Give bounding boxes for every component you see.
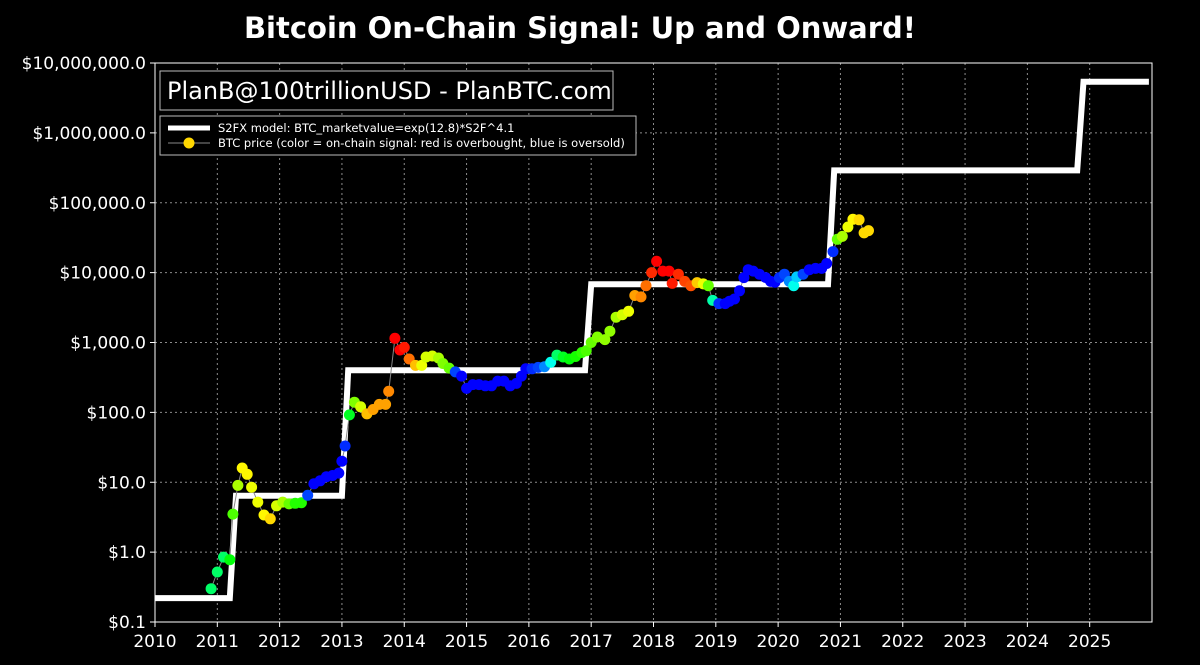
y-tick-label: $1.0 <box>108 543 146 563</box>
y-tick-label: $1,000,000.0 <box>32 124 146 144</box>
btc-price-point <box>853 214 865 226</box>
btc-price-point <box>821 258 833 269</box>
btc-price-point <box>827 246 839 258</box>
btc-price-point <box>339 440 351 452</box>
x-tick-label: 2014 <box>383 632 426 652</box>
btc-price-point <box>232 479 244 491</box>
btc-price-point <box>241 468 253 480</box>
btc-price-point <box>355 401 367 413</box>
btc-price-point <box>336 455 348 467</box>
btc-price-point <box>646 267 658 279</box>
btc-price-point <box>663 265 675 277</box>
tick-layer: 2010 2011 2012 2013 2014 2015 2016 2017 2018 2019… <box>22 54 1112 652</box>
btc-price-point <box>246 481 258 493</box>
btc-price-point <box>205 583 217 595</box>
x-tick-label: 2010 <box>133 632 176 652</box>
btc-price-point <box>599 334 611 346</box>
btc-price-point <box>264 513 276 525</box>
btc-price-point <box>580 345 592 357</box>
x-tick-label: 2020 <box>756 632 799 652</box>
btc-price-point <box>295 497 307 509</box>
btc-price-point <box>211 566 223 578</box>
btc-price-point <box>604 325 616 337</box>
btc-price-point <box>398 341 410 353</box>
btc-price-point <box>651 255 663 267</box>
x-tick-label: 2012 <box>258 632 301 652</box>
x-tick-label: 2016 <box>507 632 550 652</box>
btc-price-point <box>666 277 678 289</box>
x-tick-label: 2021 <box>819 632 862 652</box>
btc-price-point <box>383 385 395 397</box>
btc-price-point <box>302 489 314 501</box>
btc-price-point <box>227 508 239 520</box>
x-tick-label: 2015 <box>445 632 488 652</box>
y-tick-label: $0.1 <box>108 613 146 633</box>
y-tick-label: $10.0 <box>97 473 146 493</box>
btc-price-point <box>788 280 800 292</box>
y-tick-label: $1,000.0 <box>70 334 146 354</box>
btc-price-point <box>623 305 635 317</box>
btc-price-point <box>635 291 647 303</box>
legend-label-model: S2FX model: BTC_marketvalue=exp(12.8)*S2… <box>218 121 514 135</box>
legend: S2FX model: BTC_marketvalue=exp(12.8)*S2… <box>159 115 637 156</box>
annotation-box: PlanB@100trillionUSD - PlanBTC.com <box>159 70 614 111</box>
x-tick-label: 2022 <box>881 632 924 652</box>
series-layer <box>155 78 1149 602</box>
x-tick-label: 2023 <box>943 632 986 652</box>
btc-price-point <box>729 293 740 305</box>
btc-price-point <box>252 496 264 508</box>
legend-marker-swatch <box>183 137 195 149</box>
x-tick-label: 2024 <box>1006 632 1049 652</box>
btc-price-point <box>224 554 236 566</box>
btc-price-point <box>389 332 401 344</box>
btc-price-point <box>672 268 684 280</box>
btc-price-point <box>333 467 345 479</box>
btc-price-point <box>863 225 874 237</box>
annotation-frame <box>159 70 614 111</box>
btc-price-point <box>456 370 468 382</box>
x-tick-label: 2018 <box>632 632 675 652</box>
y-tick-label: $10,000,000.0 <box>22 54 146 74</box>
annotation-text: PlanB@100trillionUSD - PlanBTC.com <box>167 77 612 105</box>
btc-price-point <box>545 356 557 368</box>
btc-price-point <box>734 285 745 297</box>
legend-frame <box>159 115 637 156</box>
btc-price-point <box>416 359 428 371</box>
btc-price-point <box>836 230 848 242</box>
legend-label-price: BTC price (color = on-chain signal: red … <box>218 136 625 150</box>
x-tick-label: 2017 <box>570 632 613 652</box>
chart-title: Bitcoin On-Chain Signal: Up and Onward! <box>244 11 916 45</box>
x-tick-label: 2019 <box>694 632 737 652</box>
y-tick-label: $100,000.0 <box>49 194 146 214</box>
y-tick-label: $10,000.0 <box>59 264 146 284</box>
y-tick-label: $100.0 <box>87 403 146 423</box>
btc-price-point <box>380 398 392 410</box>
btc-price-point <box>343 409 355 421</box>
btc-price-point <box>640 280 652 292</box>
btc-price-point <box>702 280 714 292</box>
x-tick-label: 2013 <box>320 632 363 652</box>
x-tick-label: 2011 <box>196 632 239 652</box>
x-tick-label: 2025 <box>1068 632 1111 652</box>
